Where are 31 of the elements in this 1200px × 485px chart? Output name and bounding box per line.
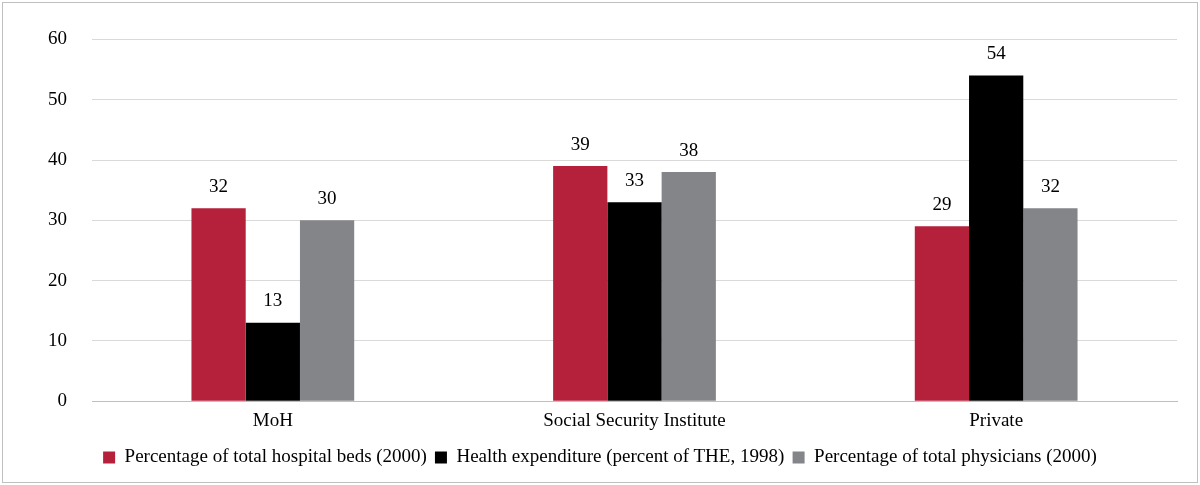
y-tick-label: 20: [48, 268, 67, 290]
data-label: 33: [625, 168, 644, 190]
legend-label: Percentage of total physicians (2000): [814, 445, 1097, 468]
y-tick-label: 0: [57, 389, 67, 411]
data-label: 29: [932, 192, 952, 214]
y-tick-label: 40: [48, 147, 67, 169]
bar: [1023, 208, 1078, 401]
legend-label: Percentage of total hospital beds (2000): [124, 445, 427, 468]
y-tick-label: 60: [48, 27, 67, 49]
bar: [914, 226, 970, 401]
x-tick-label: Social Security Institute: [543, 408, 726, 430]
data-label: 39: [570, 132, 590, 154]
bar: [553, 166, 608, 401]
bar: [191, 208, 246, 401]
bar: [969, 75, 1024, 401]
legend-label: Health expenditure (percent of THE, 1998): [456, 445, 785, 468]
data-label: 32: [1040, 174, 1060, 196]
y-tick-label: 50: [48, 87, 67, 109]
y-tick-label: 30: [48, 208, 67, 230]
x-tick-label: Private: [969, 408, 1024, 430]
data-label: 32: [209, 174, 229, 196]
data-label: 30: [317, 186, 337, 208]
bar: [607, 202, 662, 401]
bar: [299, 220, 355, 401]
data-label: 38: [679, 138, 699, 160]
x-tick-label: MoH: [252, 408, 294, 430]
bar: [661, 172, 716, 401]
data-label: 54: [986, 42, 1007, 64]
data-label: 13: [263, 289, 283, 311]
bar: [245, 322, 300, 401]
y-tick-label: 10: [48, 328, 67, 350]
